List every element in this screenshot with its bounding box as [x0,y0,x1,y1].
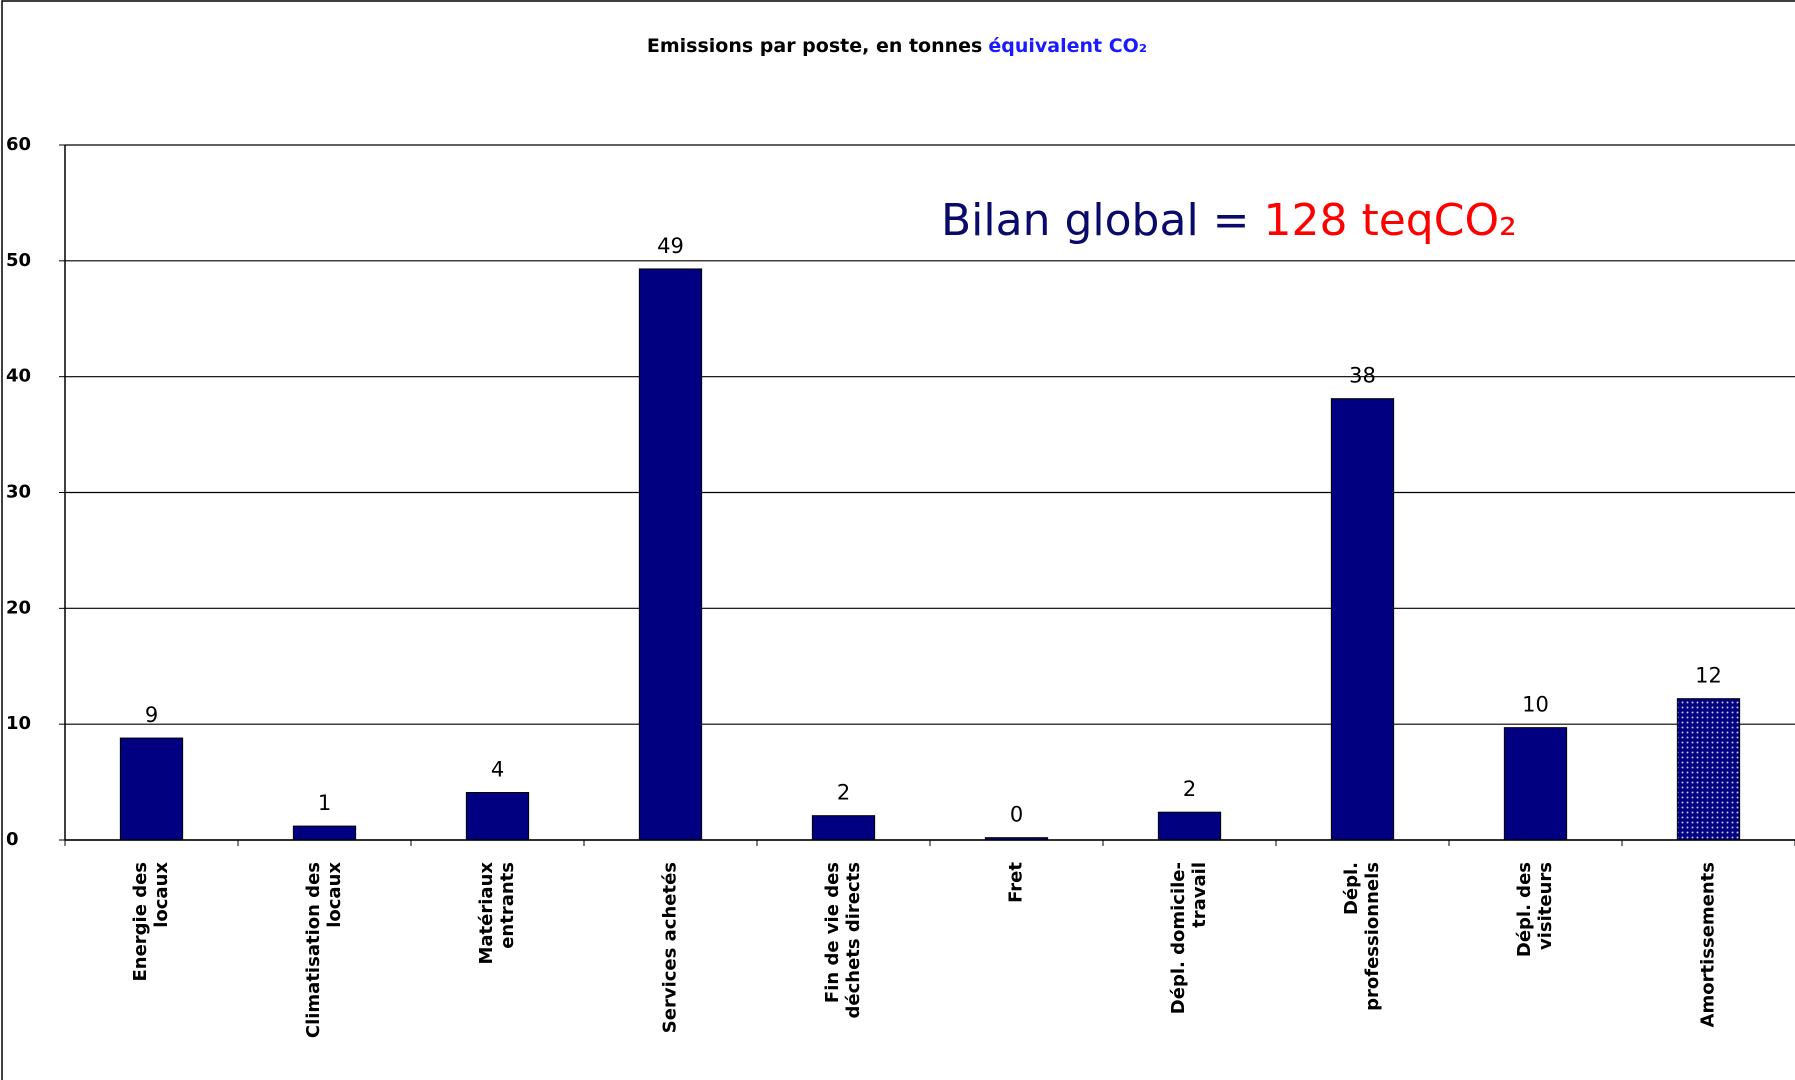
x-tick-label: Fin de vie des [822,862,843,1003]
x-tick-label: Amortissements [1698,862,1719,1027]
value-label: 12 [1695,664,1722,688]
y-tick-label: 30 [6,482,31,503]
x-tick-label: locaux [151,862,172,928]
bar [119,737,184,841]
y-tick-label: 0 [6,829,19,850]
title-part: équivalent CO₂ [988,35,1147,57]
bar [1503,727,1568,841]
x-tick-label: déchets directs [843,862,864,1019]
value-label: 0 [1010,803,1023,827]
x-tick-label: professionnels [1362,862,1383,1011]
bar [465,792,530,841]
bar [1330,398,1395,841]
y-tick-label: 60 [6,134,31,155]
x-tick-label: Services achetés [660,862,681,1033]
value-label: 2 [837,781,850,805]
x-tick-label: entrants [497,862,518,949]
x-tick-label: visiteurs [1535,862,1556,950]
x-tick-label: Energie des [130,862,151,982]
bar [1157,811,1222,841]
x-tick-label: Matériaux [476,862,497,965]
annotation: Bilan global = 128 teqCO₂ [941,195,1517,246]
title-part: Emissions par poste, en tonnes [647,35,983,57]
y-tick-label: 50 [6,250,31,271]
annotation-part: 128 teqCO₂ [1264,195,1517,246]
y-tick-label: 40 [6,366,31,387]
x-tick-label: Dépl. domicile- [1168,862,1189,1014]
bar [811,815,876,841]
x-tick-label: Climatisation des [303,862,324,1038]
x-tick-label: Fret [1006,862,1027,903]
value-label: 38 [1349,364,1376,388]
value-label: 2 [1183,777,1196,801]
x-tick-label: travail [1189,862,1210,928]
y-tick-label: 20 [6,597,31,618]
value-label: 1 [318,791,331,815]
value-label: 9 [145,703,158,727]
annotation-part: Bilan global = [941,195,1250,246]
bar [292,825,357,841]
value-label: 10 [1522,693,1549,717]
x-tick-label: Dépl. des [1514,862,1535,957]
bar [1676,698,1741,841]
x-tick-label: locaux [324,862,345,928]
chart-title: Emissions par poste, en tonnes équivalent… [647,35,1147,57]
y-tick-label: 10 [6,713,31,734]
x-tick-label: Dépl. [1341,862,1362,915]
bar [638,268,703,841]
value-label: 49 [657,234,684,258]
value-label: 4 [491,758,504,782]
